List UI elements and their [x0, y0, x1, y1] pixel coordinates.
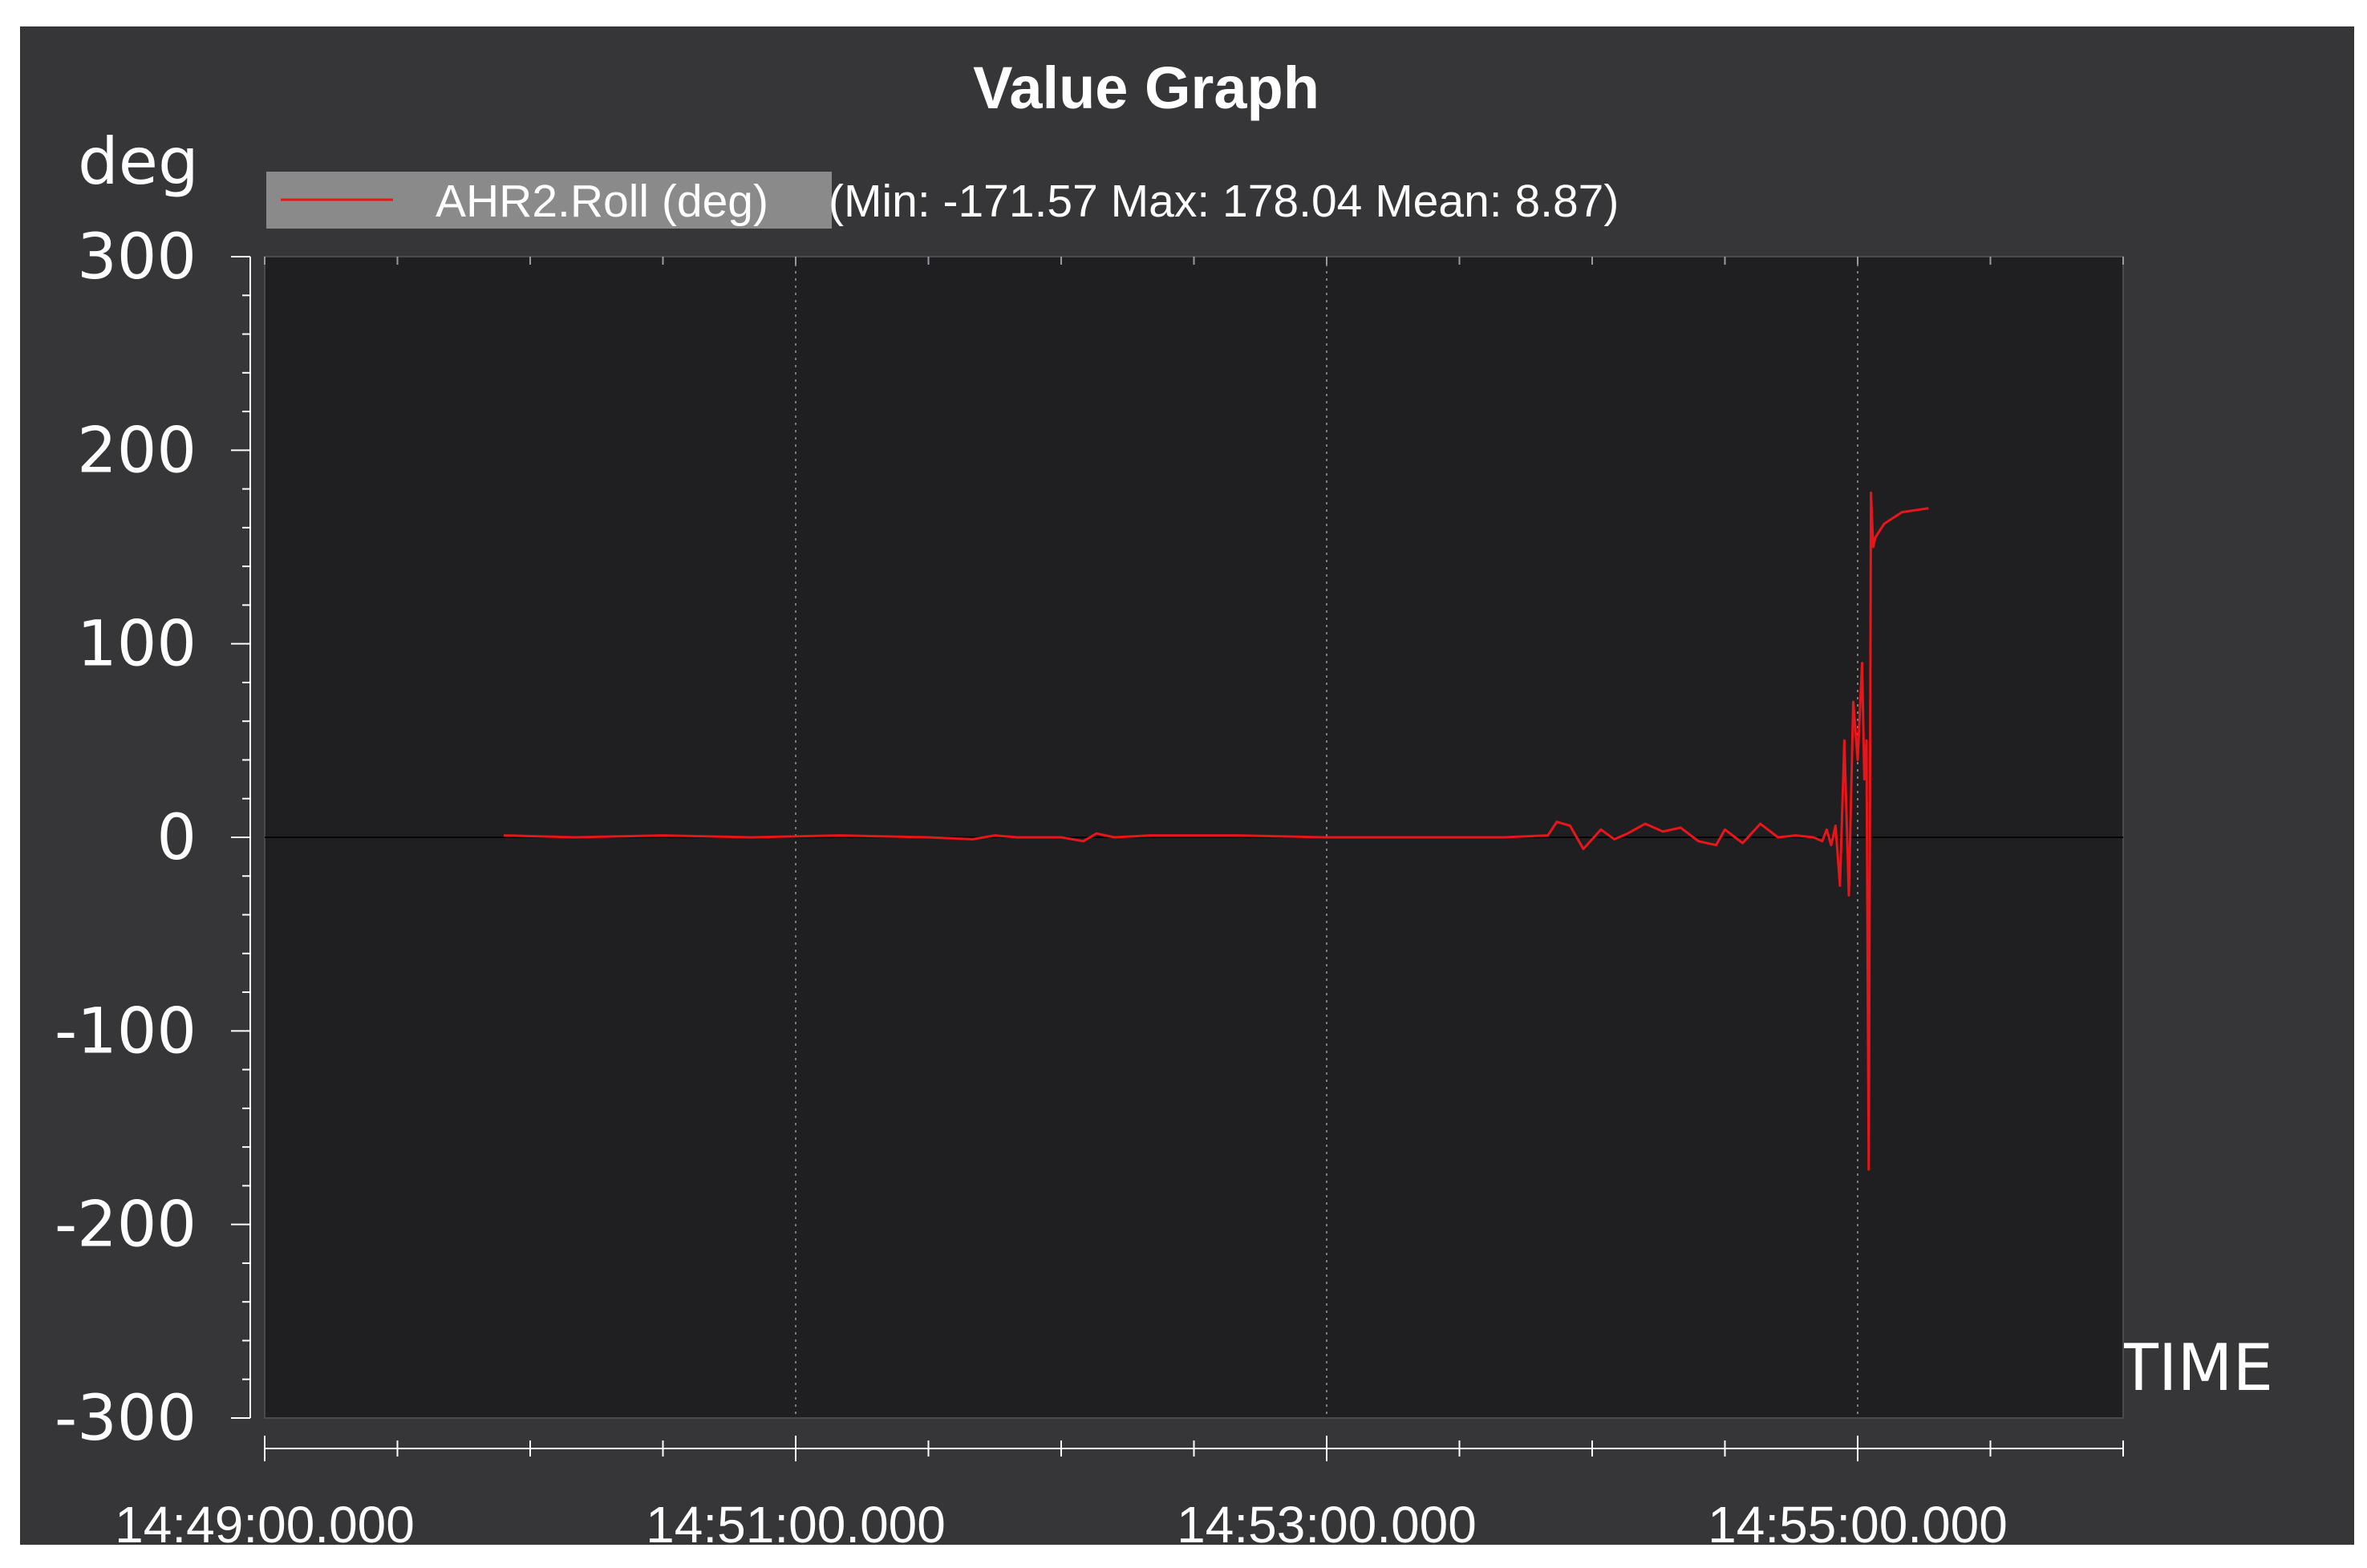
y-tick-label: -300	[55, 1383, 197, 1455]
x-axis-label: TIME	[2118, 1331, 2273, 1405]
x-tick-label: 14:53:00.000	[1177, 1496, 1477, 1545]
y-tick-label: 300	[77, 221, 197, 294]
legend[interactable]: AHR2.Roll (deg) (Min: -171.57 Max: 178.0…	[266, 172, 1619, 229]
roll-series-line	[503, 491, 1929, 1171]
y-tick-label: 100	[77, 609, 197, 681]
y-tick-label: -200	[55, 1189, 197, 1262]
y-tick-label: 0	[156, 802, 197, 874]
y-tick-label: 200	[77, 415, 197, 487]
legend-series-name: AHR2.Roll (deg)	[436, 176, 768, 227]
value-graph-chart: Value Graph deg TIME 300 200 100 0 -100 -200 -…	[55, 55, 2273, 1545]
x-tick-label: 14:55:00.000	[1708, 1496, 2008, 1545]
axes: 300 200 100 0 -100 -200 -300 14:49:00.000 14:51:…	[55, 221, 2124, 1545]
chart-title: Value Graph	[973, 55, 1319, 121]
y-axis-unit-label: deg	[78, 124, 199, 199]
x-tick-label: 14:51:00.000	[646, 1496, 946, 1545]
series-layer	[503, 491, 1929, 1171]
y-tick-label: -100	[55, 995, 197, 1068]
chart-panel: Value Graph deg TIME 300 200 100 0 -100 -200 -…	[20, 26, 2354, 1545]
legend-series-stats: (Min: -171.57 Max: 178.04 Mean: 8.87)	[829, 176, 1619, 227]
x-tick-label: 14:49:00.000	[115, 1496, 415, 1545]
